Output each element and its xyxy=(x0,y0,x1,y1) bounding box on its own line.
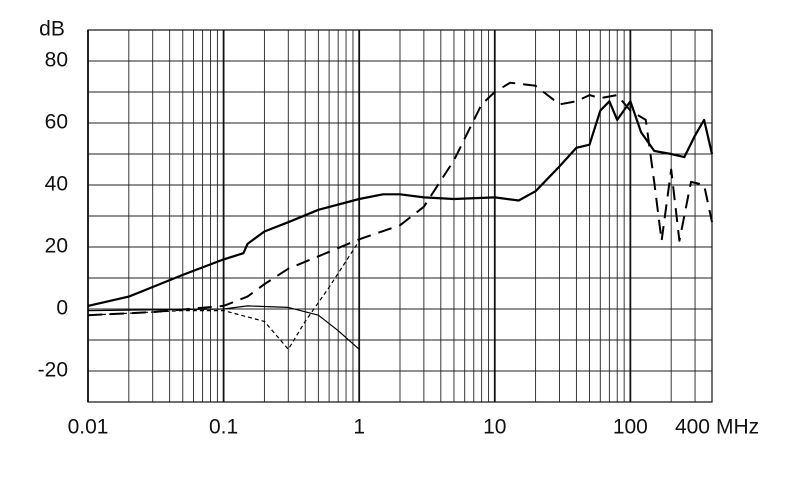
x-tick-label: 400 xyxy=(675,416,710,439)
x-axis-label: MHz xyxy=(716,416,759,439)
x-tick-label: 0.01 xyxy=(68,416,109,439)
x-tick-label: 1 xyxy=(353,416,365,439)
data-line xyxy=(87,240,360,350)
data-line xyxy=(87,81,713,317)
y-tick-label: 60 xyxy=(45,111,68,134)
y-tick-label: 20 xyxy=(45,235,68,258)
x-tick-label: 0.1 xyxy=(209,416,238,439)
x-tick-label: 100 xyxy=(613,416,648,439)
data-line xyxy=(87,100,714,307)
y-axis-label: dB xyxy=(39,18,65,41)
x-tick-label: 10 xyxy=(483,416,506,439)
data-line xyxy=(87,305,360,350)
y-tick-label: 40 xyxy=(45,173,68,196)
y-tick-label: 80 xyxy=(45,49,68,72)
plot-frame xyxy=(87,29,713,403)
y-tick-label: 0 xyxy=(56,297,68,320)
y-tick-label: -20 xyxy=(38,359,68,382)
